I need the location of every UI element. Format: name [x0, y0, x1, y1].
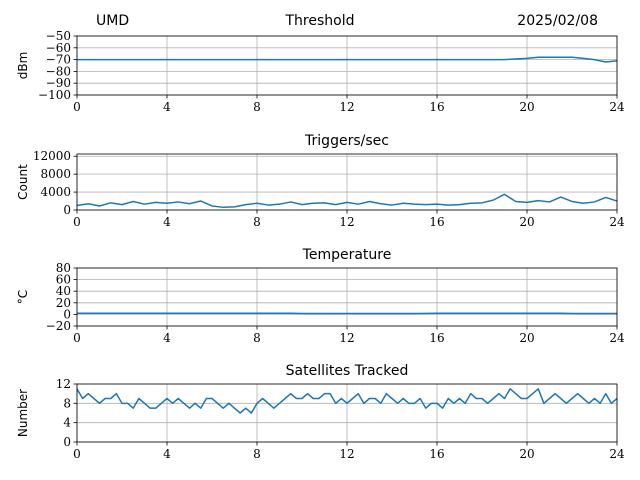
- x-tick-label: 0: [73, 100, 81, 114]
- y-tick-label: 40: [56, 284, 71, 298]
- y-tick-label: −100: [38, 88, 71, 102]
- y-tick-label: 20: [56, 296, 71, 310]
- chart-title: Satellites Tracked: [286, 363, 409, 379]
- x-tick-label: 12: [339, 215, 354, 229]
- x-tick-label: 0: [73, 215, 81, 229]
- x-tick-label: 20: [519, 331, 534, 345]
- x-tick-label: 8: [253, 215, 261, 229]
- chart-4: 0 4 8 12 16 20 24 0 4 8 12 Number Satellites Tracked: [16, 363, 625, 461]
- x-tick-label: 24: [609, 447, 625, 461]
- y-tick-label: 4: [63, 416, 71, 430]
- x-tick-label: 8: [253, 447, 261, 461]
- x-tick-label: 20: [519, 100, 534, 114]
- y-tick-label: 80: [56, 261, 71, 275]
- y-tick-label: 8: [63, 396, 71, 410]
- x-tick-label: 0: [73, 331, 81, 345]
- y-axis-label: Count: [16, 164, 30, 200]
- x-tick-label: 24: [609, 331, 625, 345]
- x-tick-label: 16: [429, 331, 444, 345]
- x-tick-label: 4: [163, 215, 171, 229]
- y-tick-label: −70: [46, 53, 71, 67]
- y-tick-label: 12: [56, 377, 71, 391]
- y-tick-label: 12000: [33, 149, 71, 163]
- y-tick-label: −80: [46, 64, 71, 78]
- x-tick-label: 8: [253, 331, 261, 345]
- site-label: UMD: [96, 13, 130, 29]
- series-line: [76, 388, 618, 414]
- chart-title: Triggers/sec: [304, 133, 389, 149]
- x-tick-label: 16: [429, 215, 444, 229]
- date-label: 2025/02/08: [517, 13, 598, 29]
- chart-title: Temperature: [302, 247, 392, 263]
- y-tick-label: −20: [46, 319, 71, 333]
- x-tick-label: 8: [253, 100, 261, 114]
- y-tick-label: 4000: [40, 185, 71, 199]
- y-tick-label: 60: [56, 273, 71, 287]
- y-axis-label: dBm: [16, 52, 30, 80]
- series-line: [77, 56, 618, 63]
- x-tick-label: 20: [519, 215, 534, 229]
- x-tick-label: 12: [339, 331, 354, 345]
- y-tick-label: 0: [63, 435, 71, 449]
- y-tick-label: 0: [63, 307, 71, 321]
- y-tick-label: −60: [46, 41, 71, 55]
- x-tick-label: 4: [163, 331, 171, 345]
- x-tick-label: 4: [163, 447, 171, 461]
- y-tick-label: 0: [63, 203, 71, 217]
- threshold-title: Threshold: [285, 13, 355, 29]
- y-tick-label: 8000: [40, 167, 71, 181]
- x-tick-label: 24: [609, 100, 625, 114]
- y-axis-label: °C: [16, 290, 30, 304]
- y-axis-label: Number: [16, 389, 30, 437]
- x-tick-label: 24: [609, 215, 625, 229]
- chart-1: 0 4 8 12 16 20 24 −100−90−80−70−60−50 dBm: [16, 29, 625, 114]
- x-tick-label: 16: [429, 100, 444, 114]
- y-tick-label: −90: [46, 76, 71, 90]
- y-tick-label: −50: [46, 29, 71, 43]
- x-tick-label: 20: [519, 447, 534, 461]
- x-tick-label: 16: [429, 447, 444, 461]
- x-tick-label: 12: [339, 447, 354, 461]
- series-line: [76, 193, 618, 209]
- x-tick-label: 0: [73, 447, 81, 461]
- x-tick-label: 12: [339, 100, 354, 114]
- x-tick-label: 4: [163, 100, 171, 114]
